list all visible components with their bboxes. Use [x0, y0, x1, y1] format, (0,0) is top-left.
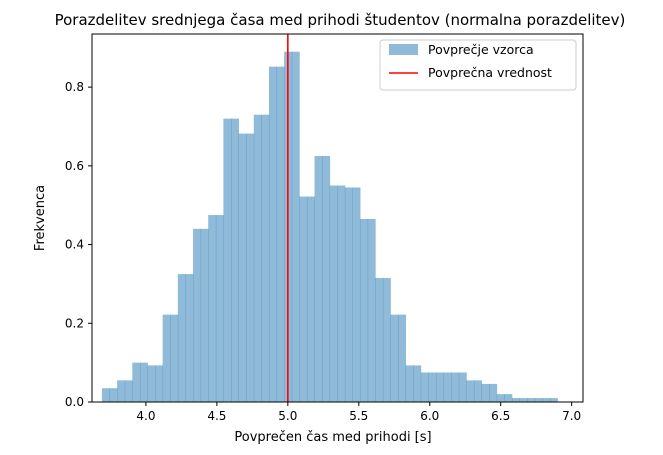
histogram-bar — [124, 380, 133, 402]
x-tick-label: 6.0 — [420, 409, 439, 423]
legend-label-histogram: Povprečje vzorca — [428, 42, 534, 57]
histogram-bar — [527, 398, 536, 402]
x-tick-label: 5.5 — [349, 409, 368, 423]
histogram-bars — [101, 51, 558, 402]
histogram-bar — [215, 215, 224, 402]
histogram-bar — [489, 383, 498, 402]
x-axis-label: Povprečen čas med prihodi [s] — [234, 430, 431, 445]
histogram-bar — [147, 365, 156, 402]
histogram-bar — [246, 133, 255, 402]
histogram-bar — [200, 228, 209, 402]
y-tick-label: 0.8 — [65, 80, 84, 94]
histogram-bar — [534, 398, 543, 402]
histogram-bar — [306, 196, 315, 402]
histogram-bar — [329, 185, 338, 402]
histogram-bar — [162, 314, 171, 402]
histogram-bar — [322, 156, 331, 402]
histogram-bar — [428, 372, 437, 402]
y-tick-label: 0.0 — [65, 395, 84, 409]
legend-box — [379, 39, 577, 91]
y-tick-label: 0.2 — [65, 316, 84, 330]
histogram-bar — [223, 118, 232, 402]
histogram-bar — [481, 383, 490, 402]
histogram-bar — [413, 365, 422, 402]
histogram-bar — [496, 394, 505, 402]
y-tick-label: 0.4 — [65, 238, 84, 252]
histogram-bar — [299, 196, 308, 402]
histogram-bar — [420, 372, 429, 402]
histogram-bar — [268, 66, 278, 402]
y-axis-ticks: 0.0 0.2 0.4 0.6 0.8 — [65, 80, 92, 409]
histogram-bar — [291, 51, 300, 402]
histogram-bar — [375, 278, 384, 402]
histogram-bar — [231, 118, 239, 402]
histogram-bar — [435, 372, 445, 402]
histogram-bar — [511, 398, 520, 402]
histogram-bar — [139, 362, 148, 402]
histogram-bar — [208, 215, 217, 402]
histogram-bar — [519, 398, 528, 402]
histogram-bar — [344, 187, 353, 402]
histogram-bar — [405, 365, 414, 402]
histogram-bar — [109, 388, 118, 402]
x-tick-label: 6.5 — [491, 409, 510, 423]
histogram-bar — [337, 185, 346, 402]
legend-swatch-histogram — [389, 44, 418, 55]
y-axis-label: Frekvenca — [33, 185, 48, 251]
histogram-bar — [117, 380, 126, 402]
histogram-bar — [155, 365, 164, 402]
x-axis-ticks: 4.0 4.5 5.0 5.5 6.0 6.5 7.0 — [136, 402, 581, 423]
y-tick-label: 0.6 — [65, 159, 84, 173]
histogram-bar — [185, 274, 194, 402]
histogram-bar — [466, 380, 475, 402]
histogram-bar — [193, 228, 202, 402]
histogram-bar — [360, 218, 369, 402]
histogram-bar — [367, 218, 376, 402]
histogram-bar — [382, 278, 391, 402]
legend: Povprečje vzorca Povprečna vrednost — [379, 39, 577, 91]
histogram-bar — [132, 362, 141, 402]
x-tick-label: 4.0 — [136, 409, 155, 423]
histogram-bar — [398, 314, 407, 402]
histogram-bar — [443, 372, 452, 402]
histogram-bar — [101, 388, 110, 402]
x-tick-label: 7.0 — [562, 409, 581, 423]
x-tick-label: 5.0 — [278, 409, 297, 423]
histogram-bar — [314, 156, 323, 402]
histogram-bar — [276, 66, 285, 402]
histogram-bar — [504, 394, 513, 402]
histogram-bar — [261, 114, 270, 402]
histogram-bar — [474, 380, 482, 402]
plot-frame — [91, 33, 584, 403]
legend-label-mean-line: Povprečna vrednost — [428, 65, 552, 80]
histogram-bar — [177, 274, 186, 402]
histogram-bar — [390, 314, 399, 402]
histogram-bar — [451, 372, 460, 402]
histogram-bar — [542, 398, 551, 402]
histogram-bar — [352, 187, 361, 402]
histogram-bar — [253, 114, 262, 402]
chart-title: Porazdelitev srednjega časa med prihodi … — [55, 11, 626, 29]
histogram-bar — [458, 372, 467, 402]
x-tick-label: 4.5 — [207, 409, 226, 423]
histogram-bar — [170, 314, 179, 402]
histogram-bar — [238, 133, 247, 402]
histogram-bar — [549, 398, 558, 402]
